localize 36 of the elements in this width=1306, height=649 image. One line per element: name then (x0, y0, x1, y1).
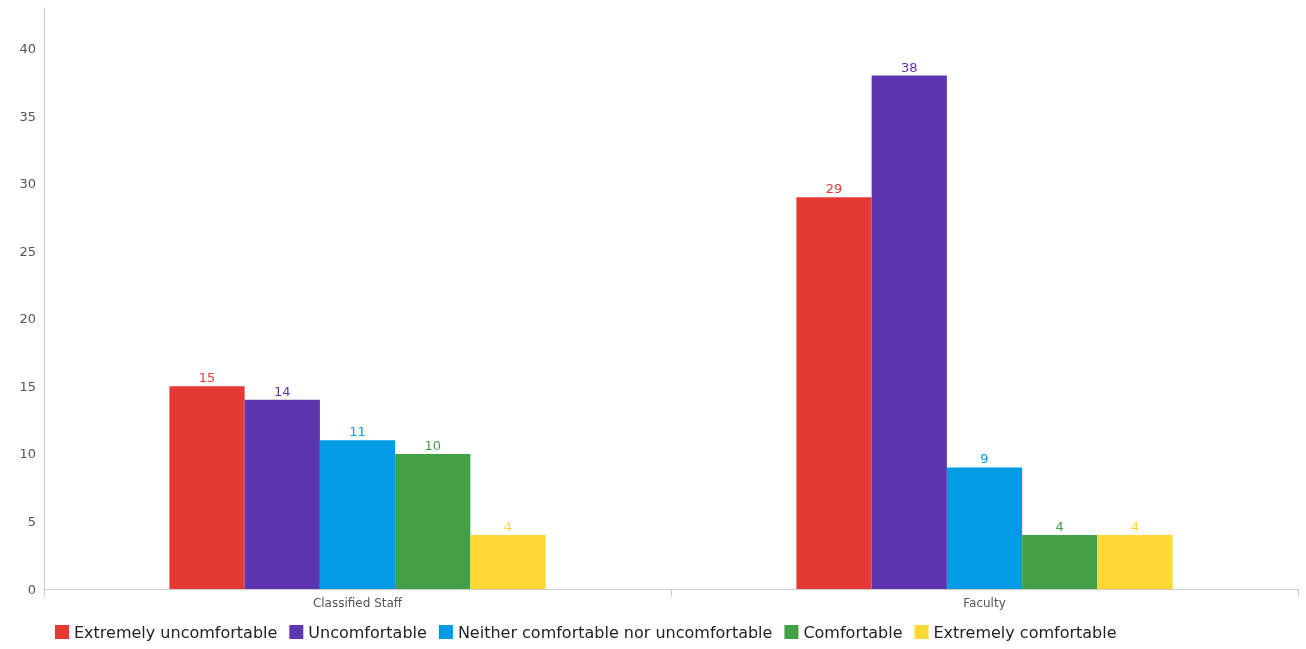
y-tick-label: 15 (19, 378, 36, 394)
data-label: 10 (424, 437, 442, 453)
data-label: 4 (1055, 518, 1064, 534)
legend-label: Neither comfortable nor uncomfortable (457, 622, 773, 642)
bar (946, 467, 1023, 589)
legend-label: Comfortable (803, 622, 903, 642)
bar (244, 399, 320, 589)
y-tick-label: 5 (27, 513, 36, 529)
data-label: 11 (349, 424, 366, 440)
legend-label: Extremely uncomfortable (74, 622, 278, 642)
bar (796, 197, 872, 589)
data-label: 38 (900, 59, 918, 75)
x-tick-label: Classified Staff (312, 596, 403, 610)
y-tick-label: 20 (19, 311, 36, 327)
bar (1097, 534, 1173, 589)
y-tick-label: 25 (19, 243, 36, 259)
bar (319, 440, 396, 589)
bar (395, 453, 471, 589)
bar (169, 386, 245, 589)
y-tick-label: 35 (19, 108, 36, 124)
data-label: 29 (825, 181, 843, 197)
bar (871, 75, 947, 589)
data-label: 15 (198, 370, 216, 386)
y-tick-label: 30 (19, 176, 36, 192)
data-label: 9 (980, 451, 989, 467)
x-tick-label: Faculty (963, 596, 1006, 610)
legend-label: Extremely comfortable (933, 622, 1117, 642)
data-label: 4 (503, 518, 513, 534)
bar (470, 534, 546, 589)
y-tick-label: 40 (19, 41, 36, 57)
legend-label: Uncomfortable (308, 622, 427, 642)
y-tick-label: 10 (19, 446, 36, 462)
data-label: 14 (273, 383, 291, 399)
data-label: 4 (1130, 518, 1140, 534)
bar (1022, 534, 1098, 589)
y-tick-label: 0 (27, 581, 36, 597)
